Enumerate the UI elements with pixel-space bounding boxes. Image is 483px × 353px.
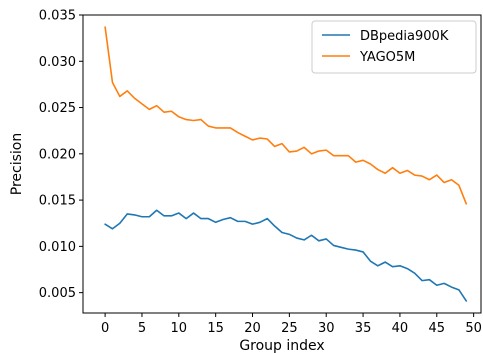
x-tick-label: 50 bbox=[465, 321, 482, 336]
x-tick-label: 30 bbox=[318, 321, 335, 336]
x-tick-label: 0 bbox=[101, 321, 109, 336]
x-axis-title: Group index bbox=[239, 338, 324, 353]
x-tick-label: 35 bbox=[355, 321, 372, 336]
legend-label: YAGO5M bbox=[359, 50, 415, 65]
series-layer bbox=[104, 26, 468, 302]
y-tick-label: 0.015 bbox=[39, 194, 76, 209]
y-tick-label: 0.005 bbox=[39, 286, 76, 301]
axes bbox=[82, 14, 482, 314]
x-axis-ticks: 0 5 10 15 20 25 30 35 40 45 50 bbox=[101, 313, 482, 336]
y-tick-label: 0.020 bbox=[39, 147, 76, 162]
y-axis-ticks: 0.005 0.010 0.015 0.020 0.025 0.030 0.035 bbox=[39, 9, 83, 301]
x-tick-label: 5 bbox=[138, 321, 146, 336]
y-axis-title: Precision bbox=[9, 133, 25, 195]
x-tick-label: 20 bbox=[244, 321, 261, 336]
x-tick-label: 15 bbox=[207, 321, 224, 336]
y-tick-label: 0.035 bbox=[39, 9, 76, 24]
legend: DBpedia900K YAGO5M bbox=[311, 20, 477, 74]
x-tick-label: 40 bbox=[392, 321, 409, 336]
series-line-0 bbox=[104, 209, 468, 302]
y-tick-label: 0.010 bbox=[39, 240, 76, 255]
y-tick-label: 0.025 bbox=[39, 101, 76, 116]
legend-label: DBpedia900K bbox=[360, 29, 449, 44]
series-line-1 bbox=[104, 26, 468, 205]
x-tick-label: 25 bbox=[281, 321, 298, 336]
x-tick-label: 45 bbox=[429, 321, 446, 336]
x-tick-label: 10 bbox=[171, 321, 188, 336]
y-tick-label: 0.030 bbox=[39, 55, 76, 70]
legend-box bbox=[311, 20, 477, 74]
axes-frame bbox=[82, 14, 482, 314]
